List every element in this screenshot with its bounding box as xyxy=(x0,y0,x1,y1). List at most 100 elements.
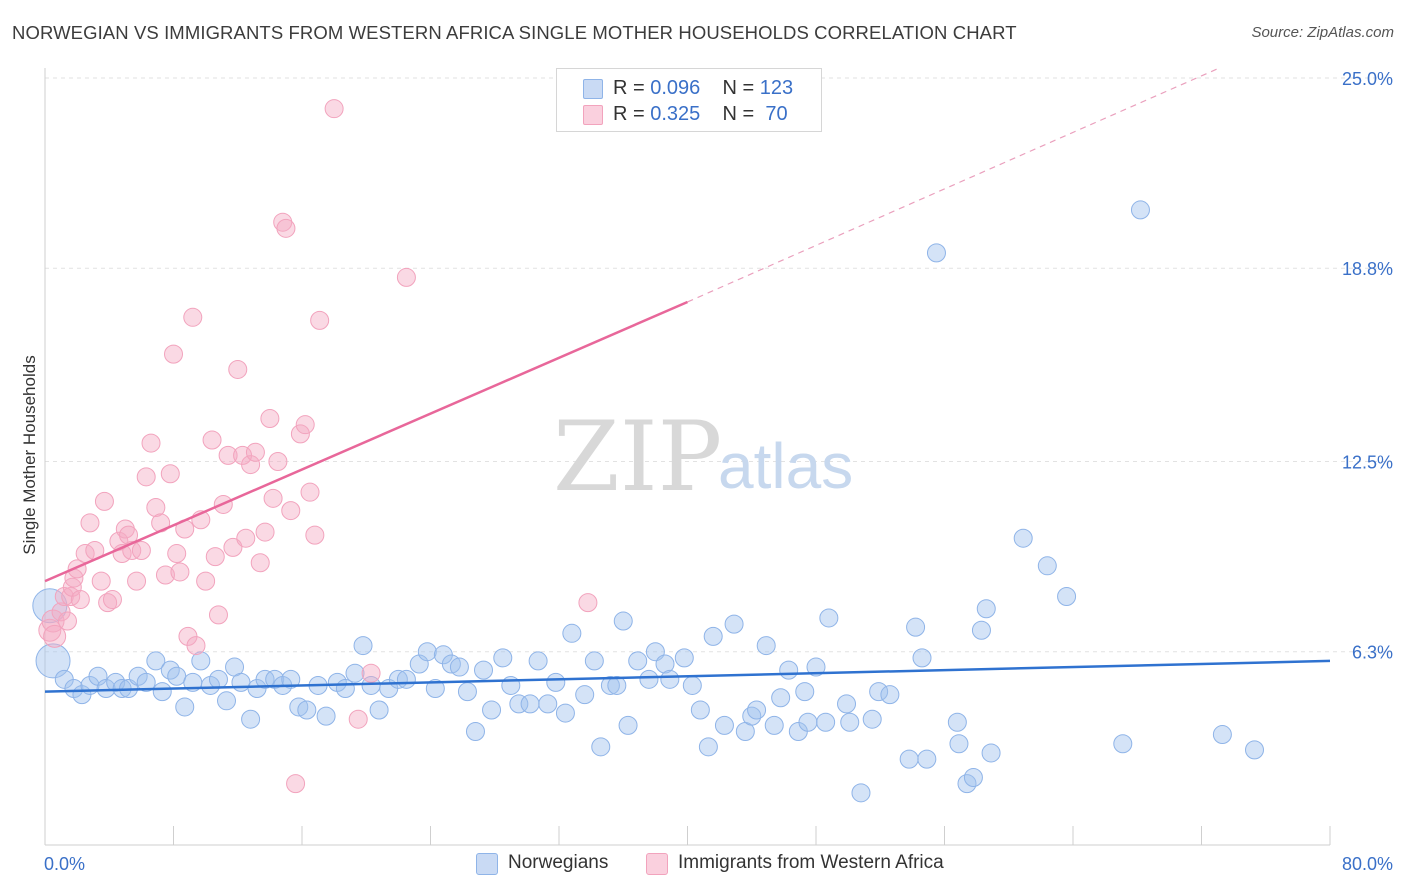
watermark-atlas: atlas xyxy=(718,430,853,502)
immigrants-point xyxy=(196,571,216,591)
r-value: 0.096 xyxy=(650,77,701,99)
norwegians-point xyxy=(562,623,582,643)
immigrants-points xyxy=(38,99,598,794)
norwegians-point xyxy=(703,626,723,646)
norwegians-point xyxy=(35,643,71,679)
norwegians-point xyxy=(136,672,156,692)
immigrants-point xyxy=(102,590,122,610)
immigrants-point xyxy=(51,602,71,622)
norwegians-point xyxy=(764,715,784,735)
norwegians-point xyxy=(482,700,502,720)
norwegians-point xyxy=(618,715,638,735)
norwegians-point xyxy=(682,675,702,695)
norwegians-legend-swatch xyxy=(476,853,498,875)
immigrants-point xyxy=(80,513,100,533)
immigrants-point xyxy=(281,501,301,521)
norwegians-point xyxy=(628,651,648,671)
norwegians-point xyxy=(369,700,389,720)
norwegians-point xyxy=(899,749,919,769)
norwegians-point xyxy=(851,783,871,803)
norwegians-point xyxy=(862,709,882,729)
immigrants-point xyxy=(290,424,310,444)
immigrants-point xyxy=(348,709,368,729)
norwegians-point xyxy=(779,660,799,680)
immigrants-point xyxy=(245,442,265,462)
norwegians-point xyxy=(538,694,558,714)
norwegians-point xyxy=(353,636,373,656)
norwegians-point xyxy=(208,669,228,689)
norwegians-point xyxy=(546,672,566,692)
norwegians-point xyxy=(837,694,857,714)
norwegians-point xyxy=(175,697,195,717)
norwegians-point xyxy=(555,703,575,723)
immigrants-point xyxy=(208,605,228,625)
norwegians-point xyxy=(947,712,967,732)
r-label: R = xyxy=(613,77,645,99)
norwegians-point xyxy=(345,663,365,683)
legend-box: R = 0.096 N = 123 R = 0.325 N = 70 xyxy=(556,68,822,132)
immigrants-point xyxy=(276,218,296,238)
norwegians-point xyxy=(32,588,68,624)
immigrants-swatch xyxy=(583,105,603,125)
immigrants-point xyxy=(94,491,114,511)
norwegians-point xyxy=(747,700,767,720)
norwegians-point xyxy=(880,685,900,705)
source-label: Source: ZipAtlas.com xyxy=(1251,24,1394,41)
legend-label: Immigrants from Western Africa xyxy=(678,852,944,873)
norwegians-point xyxy=(816,712,836,732)
immigrants-legend-swatch xyxy=(646,853,668,875)
norwegians-trend-line xyxy=(44,659,1331,693)
norwegians-point xyxy=(607,675,627,695)
immigrants-point xyxy=(160,464,180,484)
norwegians-point xyxy=(152,682,172,702)
norwegians-point xyxy=(840,712,860,732)
norwegians-point xyxy=(963,768,983,788)
norwegians-point xyxy=(457,682,477,702)
immigrants-point xyxy=(361,663,381,683)
norwegians-points xyxy=(32,200,1265,803)
norwegians-point xyxy=(1113,734,1133,754)
norwegians-point xyxy=(1013,528,1033,548)
immigrants-point xyxy=(131,540,151,560)
chart-title: NORWEGIAN VS IMMIGRANTS FROM WESTERN AFR… xyxy=(12,22,1017,43)
immigrants-point xyxy=(141,433,161,453)
norwegians-point xyxy=(917,749,937,769)
norwegians-point xyxy=(255,669,275,689)
norwegians-swatch xyxy=(583,79,603,99)
y-tick-label: 12.5% xyxy=(1342,453,1393,473)
norwegians-point xyxy=(613,611,633,631)
immigrants-point xyxy=(578,593,598,613)
watermark-zip: ZIP xyxy=(553,401,722,513)
immigrants-point xyxy=(164,344,183,364)
trend-lines xyxy=(44,68,1331,693)
norwegians-point xyxy=(231,672,251,692)
norwegians-point xyxy=(1245,740,1265,760)
immigrants-point xyxy=(273,212,293,232)
norwegians-point xyxy=(217,691,237,711)
immigrants-point xyxy=(146,498,166,518)
norwegians-point xyxy=(869,682,889,702)
immigrants-point xyxy=(396,267,416,287)
norwegians-point xyxy=(1130,200,1150,220)
norwegians-point xyxy=(241,709,261,729)
norwegians-point xyxy=(316,706,336,726)
n-value: 123 xyxy=(759,77,794,99)
norwegians-point xyxy=(714,715,734,735)
norwegians-point xyxy=(674,648,694,668)
immigrants-point xyxy=(250,553,270,573)
immigrants-point xyxy=(218,445,238,465)
immigrants-point xyxy=(228,359,248,379)
immigrants-point xyxy=(136,467,156,487)
norwegians-point xyxy=(655,654,675,674)
immigrants-point xyxy=(310,310,330,330)
axes xyxy=(44,68,1331,846)
norwegians-point xyxy=(698,737,718,757)
immigrants-point xyxy=(167,544,187,564)
norwegians-point xyxy=(906,617,926,637)
norwegians-point xyxy=(335,679,355,699)
norwegians-point xyxy=(417,642,437,662)
immigrants-point xyxy=(170,562,190,582)
x-tick-label: 80.0% xyxy=(1342,854,1393,874)
norwegians-point xyxy=(575,685,595,705)
norwegians-point xyxy=(1212,725,1232,745)
